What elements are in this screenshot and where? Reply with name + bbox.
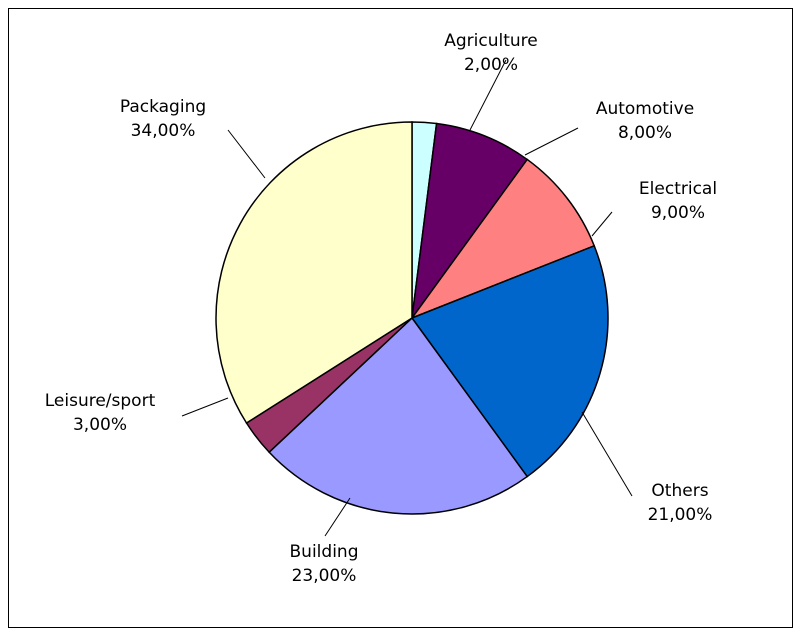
slice-category-label: Electrical (639, 179, 717, 199)
pie-slice-building (268, 316, 529, 515)
slice-value-label: 21,00% (648, 505, 713, 525)
pie-slices (215, 121, 609, 515)
pie-slice-others (410, 244, 609, 478)
leader-lines (181, 59, 633, 537)
pie-slice-packaging (215, 121, 413, 425)
slice-value-label: 23,00% (292, 566, 357, 586)
leader-line (324, 497, 351, 537)
slice-value-label: 8,00% (618, 123, 672, 143)
slice-category-label: Others (651, 481, 708, 501)
leader-line (181, 397, 229, 417)
slice-category-label: Leisure/sport (45, 391, 156, 411)
slice-value-label: 34,00% (131, 121, 196, 141)
leader-line (524, 127, 579, 156)
leader-line (227, 129, 266, 179)
slice-value-label: 2,00% (464, 55, 518, 75)
pie-slice-automotive (411, 122, 529, 319)
slice-category-label: Agriculture (444, 31, 538, 51)
pie-slice-electrical (409, 158, 596, 320)
slice-category-label: Packaging (120, 97, 206, 117)
slice-labels: Agriculture 2,00% Automotive 8,00% Electrica… (45, 31, 717, 586)
slice-value-label: 3,00% (73, 415, 127, 435)
leader-line (469, 59, 507, 131)
slice-value-label: 9,00% (651, 203, 705, 223)
slice-category-label: Automotive (596, 99, 694, 119)
leader-line (591, 211, 613, 237)
slice-category-label: Building (290, 542, 359, 562)
leader-line (581, 411, 633, 497)
